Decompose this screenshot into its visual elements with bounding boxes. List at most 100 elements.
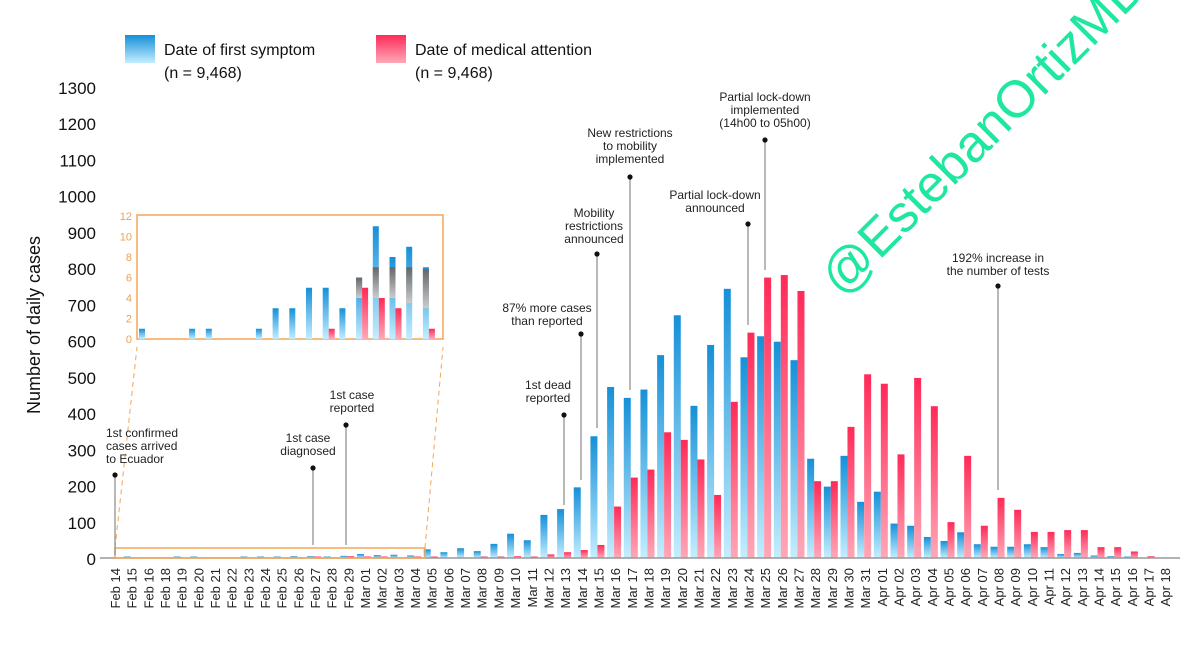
annotation-text: reported	[330, 401, 375, 415]
bar-medical-attention	[614, 506, 622, 558]
bar-first-symptom	[573, 487, 581, 558]
annotation-text: 192% increase in	[952, 251, 1044, 265]
bar-medical-attention	[1097, 547, 1105, 558]
y-tick-label: 1200	[58, 115, 96, 134]
inset-gray-overlay	[422, 269, 429, 309]
y-tick-label: 400	[68, 405, 96, 424]
annotation-dot	[627, 174, 633, 180]
bar-medical-attention	[630, 477, 638, 558]
bar-medical-attention	[930, 406, 938, 558]
bar-first-symptom	[723, 288, 731, 558]
inset-bar-medical-attention	[428, 328, 435, 339]
x-tick-label: Apr 12	[1058, 568, 1073, 606]
annotation-text: diagnosed	[280, 444, 335, 458]
legend: Date of first symptom (n = 9,468) Date o…	[125, 35, 592, 82]
annotation-text: to Ecuador	[106, 452, 164, 466]
inset-bar-first-symptom	[255, 328, 262, 339]
bar-first-symptom	[790, 360, 798, 558]
inset-bar-first-symptom	[289, 308, 296, 339]
bar-medical-attention	[980, 525, 988, 558]
bar-first-symptom	[607, 386, 615, 558]
bar-medical-attention	[947, 522, 955, 558]
bar-first-symptom	[1090, 555, 1098, 558]
bar-medical-attention	[1147, 556, 1155, 558]
x-tick-label: Mar 05	[425, 568, 440, 608]
bar-medical-attention	[697, 459, 705, 558]
x-tick-label: Feb 23	[241, 568, 256, 608]
bar-first-symptom	[340, 555, 348, 558]
inset-bar-medical-attention	[328, 328, 335, 339]
bar-medical-attention	[547, 554, 555, 558]
inset-bar-first-symptom	[139, 328, 145, 339]
bar-medical-attention	[814, 481, 822, 558]
x-tick-label: Mar 21	[691, 568, 706, 608]
bar-first-symptom	[623, 397, 631, 558]
inset-gray-overlay	[372, 267, 379, 298]
annotation-text: (14h00 to 05h00)	[719, 116, 810, 130]
bar-first-symptom	[307, 556, 315, 558]
annotation-text: reported	[526, 391, 571, 405]
x-tick-label: Apr 03	[908, 568, 923, 606]
annotation-text: the number of tests	[947, 264, 1050, 278]
bar-medical-attention	[714, 494, 722, 558]
x-tick-label: Mar 30	[841, 568, 856, 608]
x-tick-label: Mar 14	[575, 568, 590, 608]
x-tick-label: Feb 28	[325, 568, 340, 608]
x-tick-label: Apr 07	[975, 568, 990, 606]
bar-first-symptom	[807, 458, 815, 558]
bar-first-symptom	[1107, 556, 1115, 558]
bar-first-symptom	[840, 455, 848, 558]
bar-first-symptom	[890, 523, 898, 558]
x-tick-label: Apr 16	[1125, 568, 1140, 606]
legend-swatch-medical-attention	[376, 35, 406, 63]
x-tick-label: Mar 02	[375, 568, 390, 608]
bar-medical-attention	[764, 277, 772, 558]
x-tick-label: Apr 13	[1075, 568, 1090, 606]
annotation-dot	[762, 137, 768, 143]
x-tick-label: Mar 26	[775, 568, 790, 608]
bar-first-symptom	[540, 514, 548, 558]
x-tick-label: Mar 19	[658, 568, 673, 608]
bar-first-symptom	[1073, 552, 1081, 558]
bar-first-symptom	[590, 436, 598, 558]
bar-first-symptom	[757, 336, 765, 558]
annotation-dot	[594, 251, 600, 257]
x-tick-label: Mar 17	[625, 568, 640, 608]
y-tick-label: 900	[68, 224, 96, 243]
inset-gray-overlay	[356, 277, 363, 298]
bar-medical-attention	[1047, 531, 1055, 558]
inset-bar-medical-attention	[362, 287, 369, 339]
bar-first-symptom	[640, 389, 648, 558]
x-tick-label: Feb 22	[225, 568, 240, 608]
bar-first-symptom	[907, 525, 915, 558]
annotation-text: Partial lock-down	[669, 188, 760, 202]
y-tick-label: 800	[68, 260, 96, 279]
x-tick-label: Mar 28	[808, 568, 823, 608]
annotation-dot	[578, 331, 584, 337]
bar-first-symptom	[473, 551, 481, 558]
annotation-dot	[561, 412, 567, 418]
bar-first-symptom	[557, 509, 565, 558]
y-axis-label: Number of daily cases	[24, 236, 44, 414]
bar-first-symptom	[357, 554, 365, 558]
annotation-dot	[310, 465, 316, 471]
x-tick-label: Feb 15	[125, 568, 140, 608]
x-tick-label: Apr 04	[925, 568, 940, 606]
x-tick-label: Mar 23	[725, 568, 740, 608]
x-tick-label: Feb 14	[108, 568, 123, 608]
inset-bar-first-symptom	[339, 308, 346, 339]
bar-first-symptom	[507, 533, 515, 558]
annotation-text: 1st case	[286, 431, 331, 445]
annotation-text: Partial lock-down	[719, 90, 810, 104]
inset-y-tick-label: 0	[126, 334, 132, 346]
bar-first-symptom	[407, 555, 415, 558]
bar-medical-attention	[1114, 547, 1122, 558]
x-tick-label: Apr 08	[992, 568, 1007, 606]
x-tick-label: Apr 17	[1142, 568, 1157, 606]
bar-medical-attention	[514, 556, 522, 558]
